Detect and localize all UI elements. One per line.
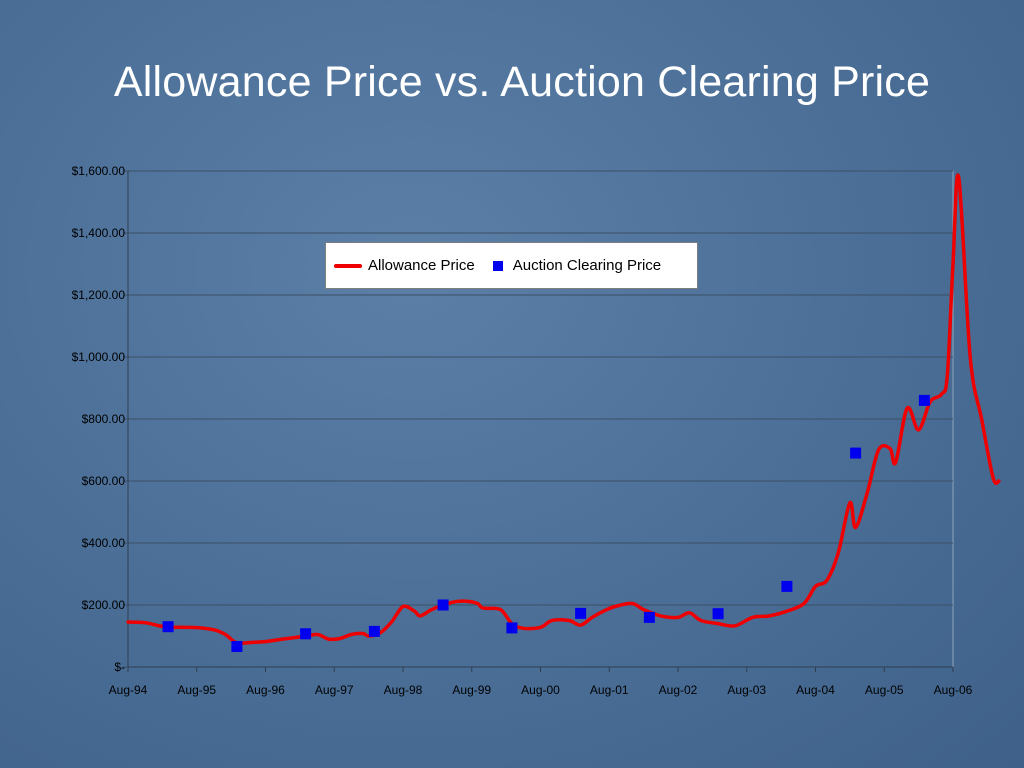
auction-clearing-point [506, 622, 518, 634]
y-tick-label: $200.00 [82, 598, 126, 612]
auction-clearing-point [437, 599, 449, 611]
y-tick-label: $1,400.00 [72, 226, 126, 240]
auction-clearing-point [850, 447, 862, 459]
auction-clearing-point [712, 608, 724, 620]
x-tick-label: Aug-06 [934, 683, 973, 697]
gridlines [123, 170, 953, 668]
x-tick-label: Aug-98 [384, 683, 423, 697]
x-tick-label: Aug-03 [727, 683, 766, 697]
auction-clearing-markers [162, 394, 930, 652]
auction-clearing-point [575, 607, 587, 619]
x-tick-label: Aug-04 [796, 683, 835, 697]
x-tick-labels: Aug-94 Aug-95 Aug-96 Aug-97 Aug-98 Aug-99 Aug-… [109, 683, 973, 697]
y-tick-label: $600.00 [82, 474, 126, 488]
legend-label-auction: Auction Clearing Price [512, 257, 662, 274]
legend: Allowance Price Auction Clearing Price [325, 242, 698, 289]
auction-clearing-point [300, 628, 312, 640]
y-tick-label: $1,600.00 [72, 164, 126, 178]
y-tick-label: $400.00 [82, 536, 126, 550]
series-line-allowance-price [126, 173, 1001, 646]
auction-clearing-point [231, 641, 243, 652]
x-tick-label: Aug-02 [659, 683, 698, 697]
x-tick-label: Aug-99 [452, 683, 491, 697]
legend-label-allowance: Allowance Price [368, 257, 475, 274]
auction-clearing-point [162, 621, 174, 633]
auction-clearing-point [643, 611, 655, 623]
x-tick-label: Aug-05 [865, 683, 904, 697]
legend-line-swatch [334, 263, 362, 268]
y-tick-label: $1,000.00 [72, 350, 126, 364]
x-tick-label: Aug-00 [521, 683, 560, 697]
auction-clearing-point [918, 394, 930, 406]
y-tick-label: $1,200.00 [72, 288, 126, 302]
slide-title: Allowance Price vs. Auction Clearing Pri… [113, 58, 931, 106]
x-tick-label: Aug-94 [109, 683, 148, 697]
auction-clearing-point [781, 580, 793, 592]
y-tick-label: $800.00 [82, 412, 126, 426]
x-tick-label: Aug-95 [177, 683, 216, 697]
axes [127, 171, 954, 672]
legend-square-swatch [492, 260, 503, 271]
y-tick-labels: $- $200.00 $400.00 $600.00 $800.00 $1,000.00 $… [72, 164, 126, 674]
x-tick-label: Aug-97 [315, 683, 354, 697]
x-tick-label: Aug-96 [246, 683, 285, 697]
auction-clearing-point [368, 625, 380, 637]
y-tick-label: $- [114, 660, 125, 674]
x-tick-label: Aug-01 [590, 683, 629, 697]
